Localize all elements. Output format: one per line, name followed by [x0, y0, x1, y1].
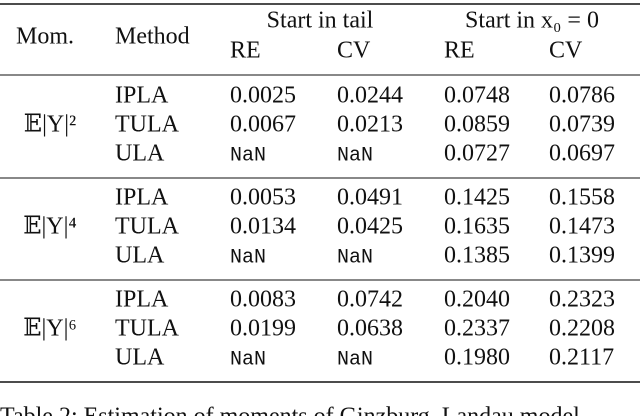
method: ULA	[115, 243, 165, 269]
cell: NaN	[337, 348, 373, 371]
moment: 𝔼|Y|²	[24, 112, 76, 138]
cell: 0.0859	[444, 112, 510, 138]
cell: 0.0244	[337, 83, 403, 109]
cell: NaN	[230, 348, 266, 371]
method: TULA	[115, 214, 180, 240]
method: IPLA	[115, 287, 169, 313]
cell: 0.1425	[444, 185, 510, 211]
cell: 0.1385	[444, 243, 510, 269]
cell: 0.0053	[230, 185, 296, 211]
method: TULA	[115, 316, 180, 342]
header-subcolumn: CV	[549, 38, 583, 64]
method: IPLA	[115, 83, 169, 109]
method: IPLA	[115, 185, 169, 211]
cell: 0.1635	[444, 214, 510, 240]
header-subcolumn: RE	[230, 38, 261, 64]
cell: 0.0199	[230, 316, 296, 342]
cell: NaN	[230, 246, 266, 269]
cell: 0.1980	[444, 345, 510, 371]
header-method: Method	[115, 24, 190, 50]
cell: 0.0425	[337, 214, 403, 240]
cell: 0.0786	[549, 83, 615, 109]
header-subcolumn: CV	[337, 38, 371, 64]
caption: Table 2: Estimation of moments of Ginzbu…	[0, 404, 580, 416]
header-group: Start in tail	[267, 8, 374, 34]
method: ULA	[115, 345, 165, 371]
cell: 0.2337	[444, 316, 510, 342]
cell: 0.0025	[230, 83, 296, 109]
cell: 0.0067	[230, 112, 296, 138]
cell: NaN	[337, 246, 373, 269]
cell: 0.0727	[444, 141, 510, 167]
cell: 0.0638	[337, 316, 403, 342]
cell: 0.0213	[337, 112, 403, 138]
cell: 0.1399	[549, 243, 615, 269]
cell: 0.2323	[549, 287, 615, 313]
cell: 0.0748	[444, 83, 510, 109]
cell: NaN	[230, 144, 266, 167]
cell: 0.0739	[549, 112, 615, 138]
moment: 𝔼|Y|⁶	[23, 316, 77, 342]
header-moment: Mom.	[16, 24, 74, 50]
header-subcolumn: RE	[444, 38, 475, 64]
method: TULA	[115, 112, 180, 138]
cell: 0.0491	[337, 185, 403, 211]
cell: 0.0134	[230, 214, 296, 240]
cell: 0.2208	[549, 316, 615, 342]
header-group: Start in x₀ = 0	[465, 8, 599, 34]
cell: NaN	[337, 144, 373, 167]
cell: 0.2040	[444, 287, 510, 313]
cell: 0.1473	[549, 214, 615, 240]
method: ULA	[115, 141, 165, 167]
cell: 0.2117	[549, 345, 614, 371]
moment: 𝔼|Y|⁴	[23, 214, 77, 240]
cell: 0.0742	[337, 287, 403, 313]
cell: 0.0083	[230, 287, 296, 313]
cell: 0.0697	[549, 141, 615, 167]
cell: 0.1558	[549, 185, 615, 211]
